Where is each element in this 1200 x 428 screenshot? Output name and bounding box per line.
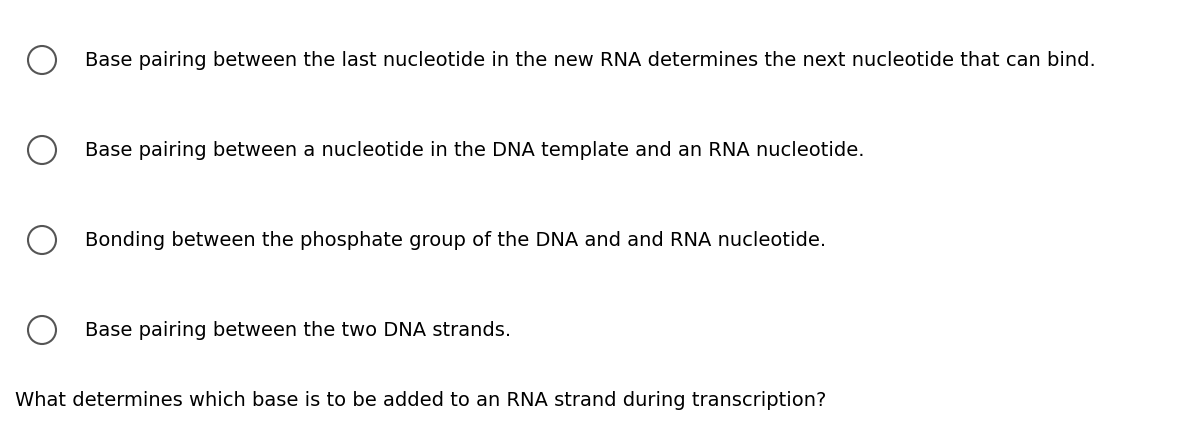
Text: Base pairing between a nucleotide in the DNA template and an RNA nucleotide.: Base pairing between a nucleotide in the… — [85, 140, 864, 160]
Text: What determines which base is to be added to an RNA strand during transcription?: What determines which base is to be adde… — [14, 390, 827, 410]
Text: Base pairing between the two DNA strands.: Base pairing between the two DNA strands… — [85, 321, 511, 339]
Text: Bonding between the phosphate group of the DNA and and RNA nucleotide.: Bonding between the phosphate group of t… — [85, 231, 826, 250]
Text: Base pairing between the last nucleotide in the new RNA determines the next nucl: Base pairing between the last nucleotide… — [85, 51, 1096, 69]
